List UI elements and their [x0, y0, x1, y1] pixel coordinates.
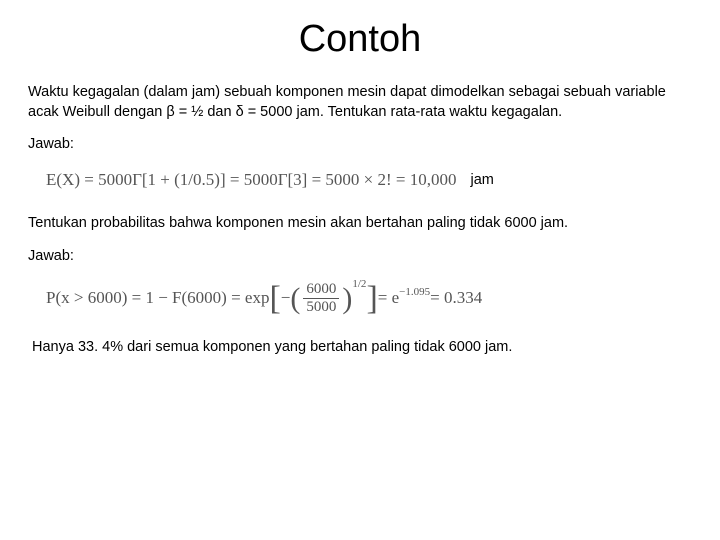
eq2-fraction: 6000 5000 [303, 282, 339, 315]
eq2-eq-e: = e [378, 288, 399, 308]
answer-label-2: Jawab: [28, 248, 692, 264]
eq2-result: = 0.334 [430, 288, 482, 308]
problem-statement-1: Waktu kegagalan (dalam jam) sebuah kompo… [28, 83, 692, 122]
problem-statement-2: Tentukan probabilitas bahwa komponen mes… [28, 214, 692, 234]
answer-label-1: Jawab: [28, 136, 692, 152]
eq2-minus: − [281, 288, 291, 308]
equation-1-unit: jam [471, 172, 494, 188]
conclusion: Hanya 33. 4% dari semua komponen yang be… [32, 339, 692, 355]
equation-1: E(X) = 5000Γ[1 + (1/0.5)] = 5000Γ[3] = 5… [46, 170, 457, 190]
eq2-outer-exponent: 1/2 [352, 278, 366, 290]
eq2-denominator: 5000 [303, 299, 339, 315]
page-title: Contoh [28, 18, 692, 61]
eq2-numerator: 6000 [303, 282, 339, 299]
equation-1-row: E(X) = 5000Γ[1 + (1/0.5)] = 5000Γ[3] = 5… [46, 170, 692, 190]
eq2-e-exponent: −1.095 [399, 286, 430, 298]
equation-2: P(x > 6000) = 1 − F(6000) = exp [ − ( 60… [46, 282, 692, 315]
eq2-lhs: P(x > 6000) = 1 − F(6000) = exp [46, 288, 269, 308]
